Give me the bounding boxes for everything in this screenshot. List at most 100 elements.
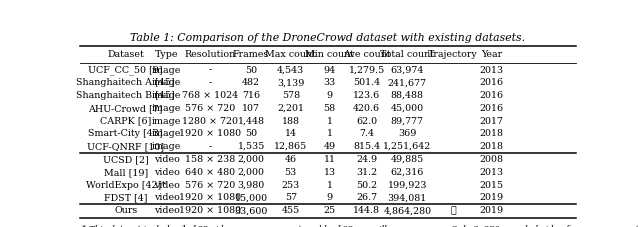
Text: video: video: [154, 168, 180, 177]
Text: 188: 188: [282, 117, 300, 126]
Text: image: image: [152, 104, 182, 113]
Text: 2018: 2018: [480, 129, 504, 138]
Text: WorldExpo [42]*: WorldExpo [42]*: [86, 181, 166, 190]
Text: 455: 455: [282, 206, 300, 215]
Text: 241,677: 241,677: [388, 78, 427, 87]
Text: 4,543: 4,543: [277, 66, 305, 74]
Text: Smart-City [43]: Smart-City [43]: [88, 129, 163, 138]
Text: 420.6: 420.6: [353, 104, 380, 113]
Text: video: video: [154, 206, 180, 215]
Text: 12,865: 12,865: [274, 142, 307, 151]
Text: 640 × 480: 640 × 480: [185, 168, 235, 177]
Text: Mall [19]: Mall [19]: [104, 168, 148, 177]
Text: 7.4: 7.4: [359, 129, 374, 138]
Text: 2015: 2015: [479, 181, 504, 190]
Text: Resolution: Resolution: [184, 50, 236, 59]
Text: 482: 482: [242, 78, 260, 87]
Text: 2018: 2018: [480, 142, 504, 151]
Text: 144.8: 144.8: [353, 206, 380, 215]
Text: 89,777: 89,777: [391, 117, 424, 126]
Text: 62,316: 62,316: [390, 168, 424, 177]
Text: image: image: [152, 117, 182, 126]
Text: 2019: 2019: [479, 193, 504, 202]
Text: 2,201: 2,201: [277, 104, 304, 113]
Text: 50: 50: [245, 66, 257, 74]
Text: Trajectory: Trajectory: [428, 50, 478, 59]
Text: Dataset: Dataset: [108, 50, 144, 59]
Text: 501.4: 501.4: [353, 78, 380, 87]
Text: 15,000: 15,000: [234, 193, 268, 202]
Text: 2016: 2016: [479, 104, 504, 113]
Text: 94: 94: [323, 66, 335, 74]
Text: FDST [4]: FDST [4]: [104, 193, 147, 202]
Text: video: video: [154, 181, 180, 190]
Text: image: image: [152, 91, 182, 100]
Text: image: image: [152, 78, 182, 87]
Text: video: video: [154, 193, 180, 202]
Text: image: image: [152, 142, 182, 151]
Text: Total count: Total count: [380, 50, 435, 59]
Text: video: video: [154, 155, 180, 164]
Text: 576 × 720: 576 × 720: [185, 181, 235, 190]
Text: 50: 50: [245, 129, 257, 138]
Text: UCSD [2]: UCSD [2]: [103, 155, 148, 164]
Text: 158 × 238: 158 × 238: [185, 155, 235, 164]
Text: 199,923: 199,923: [388, 181, 427, 190]
Text: 1920 × 1080: 1920 × 1080: [179, 206, 241, 215]
Text: 62.0: 62.0: [356, 117, 377, 126]
Text: UCF_CC_50 [9]: UCF_CC_50 [9]: [88, 65, 163, 75]
Text: Type: Type: [155, 50, 179, 59]
Text: image: image: [152, 66, 182, 74]
Text: 2013: 2013: [479, 168, 504, 177]
Text: 46: 46: [285, 155, 297, 164]
Text: -: -: [209, 142, 212, 151]
Text: 107: 107: [242, 104, 260, 113]
Text: Max count: Max count: [266, 50, 316, 59]
Text: 3,139: 3,139: [277, 78, 305, 87]
Text: 49,885: 49,885: [391, 155, 424, 164]
Text: Min count: Min count: [305, 50, 354, 59]
Text: Ours: Ours: [114, 206, 137, 215]
Text: 50.2: 50.2: [356, 181, 377, 190]
Text: 2016: 2016: [479, 91, 504, 100]
Text: Year: Year: [481, 50, 502, 59]
Text: 1,279.5: 1,279.5: [349, 66, 385, 74]
Text: 63,974: 63,974: [390, 66, 424, 74]
Text: 1,535: 1,535: [237, 142, 265, 151]
Text: 123.6: 123.6: [353, 91, 380, 100]
Text: 31.2: 31.2: [356, 168, 377, 177]
Text: Table 1: Comparison of the DroneCrowd dataset with existing datasets.: Table 1: Comparison of the DroneCrowd da…: [131, 33, 525, 43]
Text: 9: 9: [326, 193, 333, 202]
Text: 576 × 720: 576 × 720: [185, 104, 235, 113]
Text: 1920 × 1080: 1920 × 1080: [179, 129, 241, 138]
Text: 2013: 2013: [479, 66, 504, 74]
Text: -: -: [209, 78, 212, 87]
Text: 768 × 1024: 768 × 1024: [182, 91, 238, 100]
Text: 49: 49: [323, 142, 335, 151]
Text: 716: 716: [242, 91, 260, 100]
Text: 57: 57: [285, 193, 297, 202]
Text: 33: 33: [323, 78, 335, 87]
Text: 394,081: 394,081: [388, 193, 427, 202]
Text: Ave count: Ave count: [343, 50, 390, 59]
Text: 53: 53: [285, 168, 297, 177]
Text: 13: 13: [323, 168, 335, 177]
Text: 2,000: 2,000: [237, 155, 264, 164]
Text: Shanghaitech A [45]: Shanghaitech A [45]: [76, 78, 175, 87]
Text: 88,488: 88,488: [391, 91, 424, 100]
Text: 24.9: 24.9: [356, 155, 377, 164]
Text: 3,980: 3,980: [237, 181, 265, 190]
Text: 26.7: 26.7: [356, 193, 377, 202]
Text: AHU-Crowd [7]: AHU-Crowd [7]: [88, 104, 163, 113]
Text: image: image: [152, 129, 182, 138]
Text: 253: 253: [282, 181, 300, 190]
Text: 45,000: 45,000: [391, 104, 424, 113]
Text: Shanghaitech B [45]: Shanghaitech B [45]: [76, 91, 175, 100]
Text: 4,864,280: 4,864,280: [383, 206, 431, 215]
Text: * This dataset includes 1, 132 video sequences captured by 108 surveillance came: * This dataset includes 1, 132 video seq…: [83, 225, 640, 227]
Text: -: -: [209, 66, 212, 74]
Text: 1: 1: [326, 181, 333, 190]
Text: ✓: ✓: [450, 206, 456, 215]
Text: 1280 × 720: 1280 × 720: [182, 117, 238, 126]
Text: 1,251,642: 1,251,642: [383, 142, 431, 151]
